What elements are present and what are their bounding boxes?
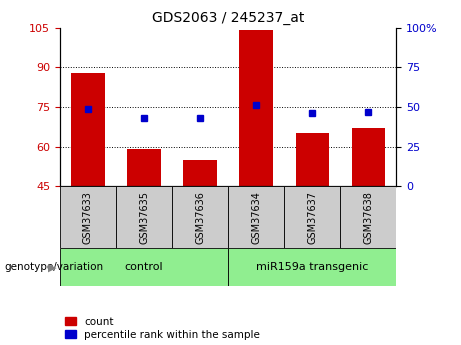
Bar bbox=[352, 128, 385, 186]
Title: GDS2063 / 245237_at: GDS2063 / 245237_at bbox=[152, 11, 304, 25]
Bar bbox=[340, 186, 396, 248]
Text: GSM37637: GSM37637 bbox=[307, 191, 317, 244]
Bar bbox=[228, 186, 284, 248]
Text: ▶: ▶ bbox=[48, 263, 56, 272]
Legend: count, percentile rank within the sample: count, percentile rank within the sample bbox=[65, 317, 260, 340]
Bar bbox=[296, 134, 329, 186]
Text: GSM37634: GSM37634 bbox=[251, 191, 261, 244]
Bar bbox=[71, 72, 105, 186]
Bar bbox=[60, 186, 116, 248]
Text: GSM37636: GSM37636 bbox=[195, 191, 205, 244]
Bar bbox=[172, 186, 228, 248]
Text: miR159a transgenic: miR159a transgenic bbox=[256, 263, 368, 272]
Bar bbox=[127, 149, 161, 186]
Text: genotype/variation: genotype/variation bbox=[5, 263, 104, 272]
Text: GSM37633: GSM37633 bbox=[83, 191, 93, 244]
Bar bbox=[183, 160, 217, 186]
Bar bbox=[116, 186, 172, 248]
Bar bbox=[239, 30, 273, 186]
Text: GSM37638: GSM37638 bbox=[363, 191, 373, 244]
Text: GSM37635: GSM37635 bbox=[139, 191, 149, 244]
Bar bbox=[60, 248, 228, 286]
Bar bbox=[284, 186, 340, 248]
Bar bbox=[228, 248, 396, 286]
Text: control: control bbox=[125, 263, 163, 272]
